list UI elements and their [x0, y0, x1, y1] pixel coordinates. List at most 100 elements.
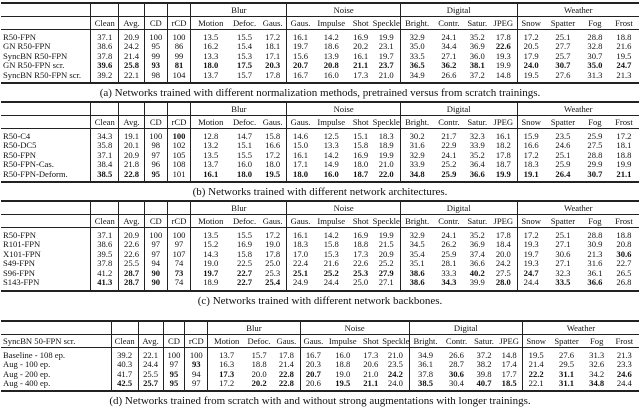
value-text: 20.3 [305, 359, 321, 370]
value-text: 93 [191, 359, 201, 370]
value-text: 15.5 [237, 229, 253, 240]
value-text: 14.2 [323, 150, 339, 160]
value-cell: 100 [167, 29, 192, 42]
value-text: 24.0 [523, 60, 539, 71]
value-text: 16.1 [353, 51, 369, 61]
value-cell: 32.8 [581, 42, 609, 52]
value-text: 21.0 [363, 369, 379, 379]
column-header: Impulse [313, 115, 349, 129]
value-cell: 94 [144, 258, 168, 269]
column-header: Frost [609, 334, 639, 348]
value-text: 15.7 [251, 349, 267, 360]
value-text: 74 [174, 277, 184, 288]
value-cell: 37.2 [464, 70, 490, 83]
value-text: 33.5 [409, 51, 425, 61]
value-text: 19.5 [523, 70, 539, 80]
value-cell: 24.0 [517, 61, 545, 71]
table-c-block: Blur Noise Digital Weather Clean Avg. CD rCD Mot… [0, 200, 640, 307]
value-cell: 24.7 [609, 61, 639, 71]
column-header: Fog [583, 334, 610, 348]
table-row: R50-FPN 37.1 20.9 100 100 13.5 15.5 17.2 16.1 14.… [1, 29, 639, 42]
column-header: Fog [580, 115, 609, 129]
value-cell: 16.7 [287, 70, 314, 83]
value-text: 17.8 [265, 249, 281, 259]
value-text: 15.1 [353, 130, 369, 141]
value-cell: 13.9 [314, 51, 349, 61]
column-header: CD [144, 214, 168, 228]
column-header: Impulse [326, 334, 360, 348]
value-cell: 35.8 [90, 140, 120, 151]
value-text: 38.6 [97, 239, 113, 250]
value-text: 16.7 [305, 349, 321, 360]
group-spacer [163, 321, 186, 335]
value-text: 22.1 [528, 378, 544, 389]
value-cell: 36.9 [464, 42, 490, 52]
row-label: R50-FPN [1, 150, 92, 160]
value-text: 41.7 [117, 369, 133, 379]
value-cell: 17.2 [609, 129, 639, 141]
value-cell: 38.6 [90, 41, 120, 52]
value-text: 17.2 [219, 378, 235, 389]
value-text: 27.5 [587, 140, 603, 151]
value-cell: 17.9 [517, 51, 545, 61]
value-cell: 17.2 [517, 150, 545, 160]
column-header: Avg. [118, 115, 145, 129]
value-cell: 105 [167, 150, 192, 160]
value-text: 23.7 [378, 60, 394, 71]
value-text: 17.2 [616, 130, 632, 141]
value-cell: 21.3 [610, 348, 639, 360]
value-cell: 30.7 [545, 61, 581, 71]
value-text: 16.2 [203, 41, 219, 52]
value-cell: 17.8 [259, 70, 288, 83]
column-header: Impulse [313, 214, 349, 228]
value-text: 35.2 [469, 229, 485, 240]
group-header: Blur [207, 321, 301, 335]
value-text: 32.6 [589, 359, 605, 370]
value-cell: 16.6 [259, 140, 288, 151]
value-cell: 97 [184, 378, 209, 392]
value-cell: 18.8 [609, 228, 639, 240]
table-d-block: Blur Noise Digital Weather SyncBN 50-FPN scr… [0, 320, 640, 407]
value-cell: 15.2 [191, 240, 230, 250]
value-cell: 18.3 [517, 160, 545, 170]
value-cell: 21.5 [372, 239, 401, 250]
value-text: 15.8 [353, 140, 369, 151]
value-text: 20.9 [124, 150, 140, 160]
value-text: 37.8 [97, 258, 113, 269]
value-text: 31.6 [587, 258, 603, 269]
value-text: 23.5 [555, 130, 571, 141]
value-text: 21.6 [323, 258, 339, 269]
value-cell: 24.2 [382, 369, 410, 379]
value-cell: 19.7 [191, 268, 230, 278]
value-text: 38.6 [409, 268, 425, 278]
column-header: Spatter [549, 334, 584, 348]
value-cell: 36.6 [581, 278, 609, 291]
value-cell: 19.5 [326, 379, 359, 392]
value-text: 16.6 [265, 140, 281, 151]
value-cell: 31.3 [584, 348, 610, 360]
value-text: 14.2 [323, 229, 339, 240]
value-cell: 21.6 [609, 42, 639, 52]
value-cell: 37.1 [90, 227, 120, 240]
value-text: 74 [174, 258, 184, 269]
value-cell: 20.2 [245, 379, 273, 392]
value-text: 34.4 [441, 41, 457, 52]
value-text: 21.5 [378, 239, 394, 250]
value-text: 17.1 [293, 159, 309, 170]
value-text: 39.5 [97, 249, 113, 259]
value-text: 100 [149, 31, 163, 42]
value-cell: 19.9 [490, 60, 518, 71]
value-cell: 17.3 [349, 249, 373, 259]
value-text: 19.0 [203, 258, 219, 269]
table-row: S96-FPN 41.2 28.7 90 73 19.7 22.7 25.3 25.1 25.2 2… [1, 268, 639, 278]
value-cell: 19.9 [609, 160, 639, 170]
column-header: Clean [111, 334, 139, 348]
value-cell: 20.2 [349, 42, 373, 52]
value-text: 24.2 [124, 41, 140, 52]
value-text: 16.0 [237, 159, 253, 170]
value-text: 37.1 [97, 150, 113, 160]
value-text: 37.8 [418, 369, 434, 379]
value-cell: 39.2 [111, 347, 139, 360]
value-cell: 17.1 [259, 51, 288, 61]
row-label: S49-FPN [1, 258, 92, 269]
